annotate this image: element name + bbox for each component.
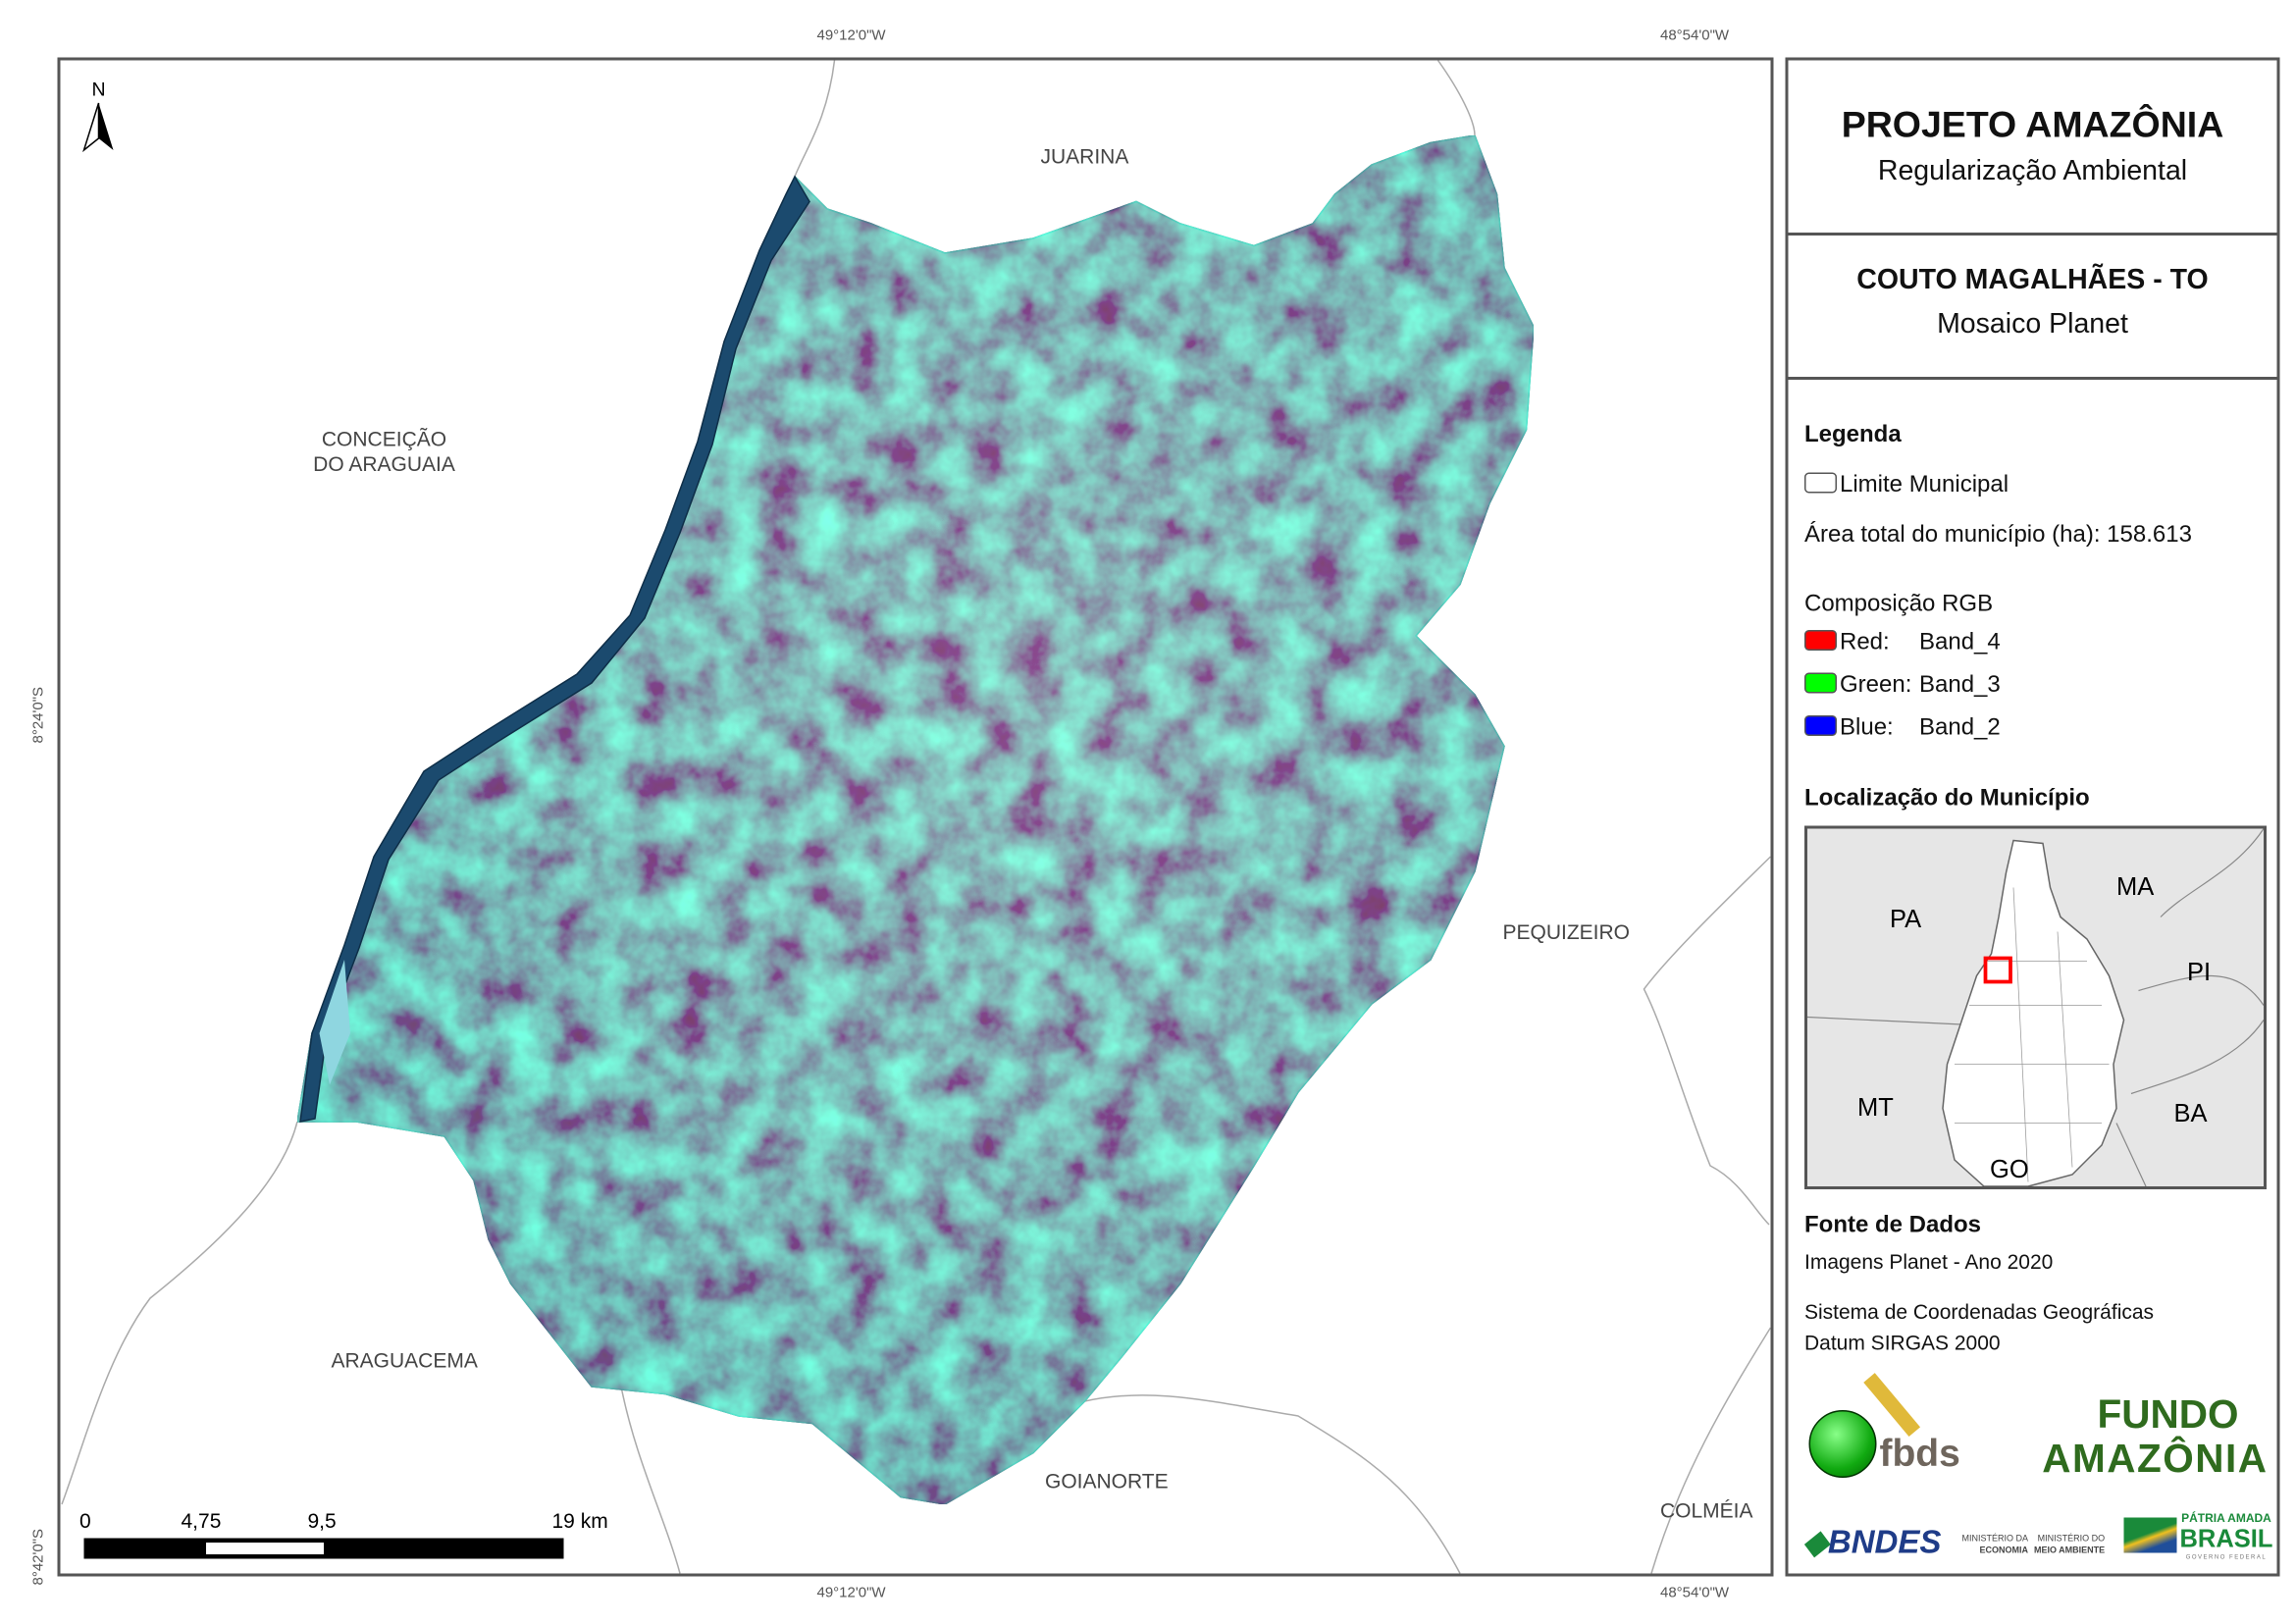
fbds-text: fbds xyxy=(1879,1431,1960,1475)
label-araguacema: ARAGUACEMA xyxy=(331,1348,478,1372)
min-eco-line1: MINISTÉRIO DA xyxy=(1961,1535,2029,1545)
fbds-logo: fbds xyxy=(1806,1373,1968,1481)
min-eco-line2: ECONOMIA xyxy=(1979,1546,2029,1556)
sources-title: Fonte de Dados xyxy=(1804,1213,1982,1238)
fundo-amazonia-logo: FUNDO AMAZÔNIA xyxy=(1992,1392,2269,1481)
state-mt: MT xyxy=(1857,1093,1894,1123)
legend-boundary: Limite Municipal xyxy=(1804,472,2009,499)
red-swatch xyxy=(1804,630,1837,651)
green-swatch xyxy=(1804,672,1837,694)
state-pa: PA xyxy=(1890,905,1922,934)
coord-top-1: 49°12'0"W xyxy=(816,27,886,45)
project-header: PROJETO AMAZÔNIA Regularização Ambiental xyxy=(1788,61,2277,236)
north-arrow-icon xyxy=(82,102,114,153)
coord-top-2: 48°54'0"W xyxy=(1660,27,1730,45)
min-ma-line2: MEIO AMBIENTE xyxy=(2034,1546,2106,1556)
scale-label-0: 0 xyxy=(79,1508,91,1533)
label-conceicao: CONCEIÇÃO DO ARAGUAIA xyxy=(296,427,473,477)
scale-label-3: 19 km xyxy=(551,1508,608,1533)
project-subtitle: Regularização Ambiental xyxy=(1877,156,2188,187)
municipality-header: COUTO MAGALHÃES - TO Mosaico Planet xyxy=(1788,236,2277,380)
state-go: GO xyxy=(1990,1155,2029,1184)
state-ba: BA xyxy=(2173,1099,2208,1128)
map-frame[interactable]: N JUARINA CONCEIÇÃO DO ARAGUAIA PEQUIZEI… xyxy=(57,57,1774,1577)
label-conceicao-line2: DO ARAGUAIA xyxy=(313,451,455,476)
source-datum: Datum SIRGAS 2000 xyxy=(1804,1331,2001,1354)
boundary-swatch xyxy=(1804,472,1837,494)
fbds-circle xyxy=(1808,1410,1877,1478)
location-inset: PA MA PI MT BA GO xyxy=(1804,825,2267,1189)
north-label: N xyxy=(91,78,106,101)
bndes-text: BNDES xyxy=(1827,1523,1942,1561)
map-canvas xyxy=(61,60,1771,1574)
patria-amada-logo: PÁTRIA AMADA BRASIL GOVERNO FEDERAL xyxy=(2180,1512,2273,1561)
municipality-title: COUTO MAGALHÃES - TO xyxy=(1856,265,2209,296)
bndes-logo: ◆BNDES xyxy=(1802,1523,1942,1561)
band-name: Band_2 xyxy=(1919,715,2001,741)
scale-bar-segment xyxy=(206,1543,324,1554)
scale-label-2: 9,5 xyxy=(307,1508,337,1533)
municipality-subtitle: Mosaico Planet xyxy=(1937,309,2128,341)
band-red: Red: Band_4 xyxy=(1804,630,2001,656)
river xyxy=(299,175,810,1123)
fundo-text: FUNDO xyxy=(2097,1392,2239,1437)
scale-bar-track xyxy=(83,1538,564,1559)
location-title: Localização do Município xyxy=(1804,786,2090,812)
band-channel: Blue: xyxy=(1840,715,1894,741)
band-green: Green: Band_3 xyxy=(1804,672,2001,700)
scale-label-1: 4,75 xyxy=(181,1508,222,1533)
band-channel: Green: xyxy=(1840,672,1912,699)
ministerio-meio-ambiente: MINISTÉRIO DO MEIO AMBIENTE xyxy=(2034,1534,2105,1557)
coord-bottom-1: 49°12'0"W xyxy=(816,1585,886,1602)
project-title: PROJETO AMAZÔNIA xyxy=(1841,104,2224,146)
label-conceicao-line1: CONCEIÇÃO xyxy=(321,427,447,450)
rgb-title: Composição RGB xyxy=(1804,592,1994,617)
source-crs: Sistema de Coordenadas Geográficas xyxy=(1804,1299,2155,1324)
brasil-text: BRASIL xyxy=(2179,1525,2273,1553)
neighbor-boundaries xyxy=(61,60,1771,1574)
brasil-flag-icon xyxy=(2123,1517,2177,1553)
municipality-highlight xyxy=(1983,956,2012,984)
legend-title: Legenda xyxy=(1804,422,1902,448)
min-ma-line1: MINISTÉRIO DO xyxy=(2037,1535,2106,1545)
gov-text: GOVERNO FEDERAL xyxy=(2185,1552,2268,1560)
north-arrow: N xyxy=(81,79,117,161)
band-name: Band_3 xyxy=(1919,672,2001,699)
scale-bar: 0 4,75 9,5 19 km xyxy=(61,1509,650,1568)
blue-swatch xyxy=(1804,715,1837,736)
band-blue: Blue: Band_2 xyxy=(1804,715,2001,742)
coord-left-1: 8°24'0"S xyxy=(30,686,48,744)
band-name: Band_4 xyxy=(1919,630,2001,655)
amazonia-text: AMAZÔNIA xyxy=(2042,1437,2269,1481)
source-imagery: Imagens Planet - Ano 2020 xyxy=(1804,1249,2054,1274)
patria-text: PÁTRIA AMADA xyxy=(2181,1511,2271,1526)
location-map xyxy=(1807,828,2264,1186)
tocantins-state xyxy=(1942,839,2125,1186)
municipality-imagery[interactable] xyxy=(296,134,1535,1505)
label-pequizeiro: PEQUIZEIRO xyxy=(1502,919,1631,944)
legend-panel: PROJETO AMAZÔNIA Regularização Ambiental… xyxy=(1785,57,2280,1577)
coord-bottom-2: 48°54'0"W xyxy=(1660,1585,1730,1602)
boundary-label: Limite Municipal xyxy=(1840,472,2009,498)
band-channel: Red: xyxy=(1840,630,1890,655)
state-ma: MA xyxy=(2116,872,2155,902)
label-colmeia: COLMÉIA xyxy=(1660,1498,1753,1522)
label-juarina: JUARINA xyxy=(1040,144,1129,168)
label-goianorte: GOIANORTE xyxy=(1045,1469,1169,1493)
state-pi: PI xyxy=(2187,958,2212,987)
sandbank xyxy=(319,960,350,1085)
ministerio-economia: MINISTÉRIO DA ECONOMIA xyxy=(1962,1534,2029,1557)
area-total: Área total do município (ha): 158.613 xyxy=(1804,522,2192,549)
coord-left-2: 8°42'0"S xyxy=(30,1528,48,1586)
